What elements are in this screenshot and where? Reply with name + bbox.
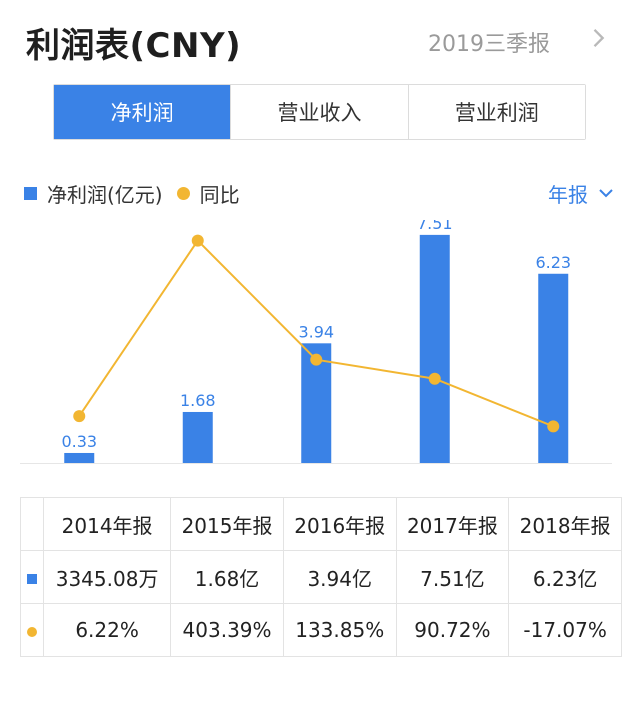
table-yoy-cell: 403.39% [170,603,284,657]
period-dropdown-label: 年报 [548,182,588,207]
table-profit-cell: 7.51亿 [395,550,510,604]
table-yoy-cell: 90.72% [395,603,510,657]
period-dropdown[interactable]: 年报 [548,178,614,208]
table-profit-cell: 1.68亿 [170,550,284,604]
bar-value-label: 0.33 [61,432,97,451]
table-header-row: 2014年报 2015年报 2016年报 2017年报 2018年报 [20,497,622,551]
table-year-cell: 2016年报 [282,497,397,551]
chevron-right-icon[interactable] [584,24,612,52]
table-profit-cell: 3345.08万 [42,550,172,604]
bar-2018年报[interactable] [538,273,569,463]
bar-legend-label: 净利润(亿元) [47,182,163,207]
bar-legend-marker [24,186,37,200]
bar-2015年报[interactable] [182,411,213,463]
bar-value-label: 6.23 [535,253,571,272]
profit-row-marker [20,550,44,604]
chevron-down-icon [599,189,613,198]
header: 利润表(CNY) 2019三季报 [0,0,640,80]
yoy-point-2018年报[interactable] [547,420,560,433]
table-year-cell: 2015年报 [170,497,284,551]
tab-operating-profit[interactable]: 营业利润 [408,85,585,139]
bar-value-label: 1.68 [180,391,216,410]
bar-2017年报[interactable] [419,234,450,463]
metric-tabs: 净利润 营业收入 营业利润 [53,84,586,140]
table-row: 6.22% 403.39% 133.85% 90.72% -17.07% [20,603,622,657]
yoy-point-2017年报[interactable] [428,372,441,385]
yoy-point-2014年报[interactable] [73,410,86,423]
line-legend-marker [176,186,190,200]
yoy-row-marker [20,603,44,657]
report-period[interactable]: 2019三季报 [428,32,550,57]
table-yoy-cell: 133.85% [282,603,397,657]
table-profit-cell: 6.23亿 [508,550,622,604]
data-table: 2014年报 2015年报 2016年报 2017年报 2018年报 3345.… [20,497,622,657]
net-profit-chart: 0.33 1.68 3.94 7.51 6.23 [20,220,612,464]
table-yoy-cell: 6.22% [42,603,172,657]
table-yoy-cell: -17.07% [508,603,622,657]
table-row: 3345.08万 1.68亿 3.94亿 7.51亿 6.23亿 [20,550,622,604]
yoy-point-2015年报[interactable] [191,234,204,247]
table-profit-cell: 3.94亿 [282,550,397,604]
bar-2014年报[interactable] [64,452,95,463]
table-corner [20,497,44,551]
bar-value-label: 7.51 [417,220,453,233]
tab-revenue[interactable]: 营业收入 [231,85,409,139]
yoy-point-2016年报[interactable] [310,353,323,366]
table-year-cell: 2017年报 [395,497,510,551]
bar-value-label: 3.94 [298,322,334,341]
tab-net-profit[interactable]: 净利润 [54,85,232,139]
table-year-cell: 2014年报 [42,497,172,551]
line-legend-label: 同比 [199,182,240,207]
table-year-cell: 2018年报 [508,497,622,551]
page-title: 利润表(CNY) [26,26,242,66]
chart-legend: 净利润(亿元) 同比 [24,178,240,208]
